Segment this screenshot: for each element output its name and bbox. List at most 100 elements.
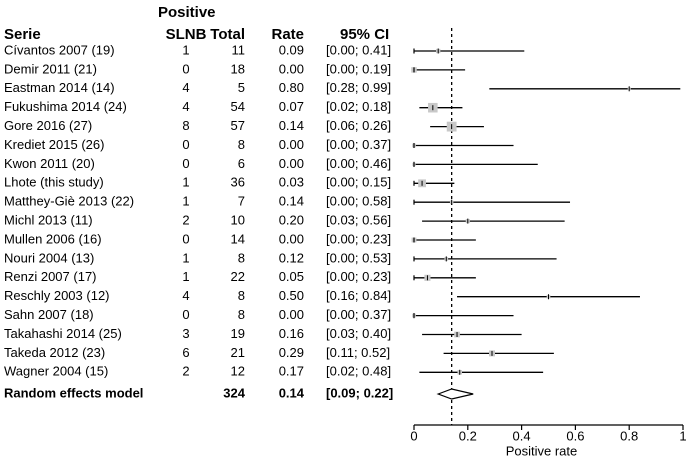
study-rate: 0.00 xyxy=(279,61,304,76)
header-study: Serie xyxy=(4,26,41,43)
summary-label: Random effects model xyxy=(4,385,143,400)
study-label: Reschly 2003 (12) xyxy=(4,288,110,303)
study-positive: 6 xyxy=(182,345,189,360)
study-positive: 1 xyxy=(182,194,189,209)
x-axis-label: Positive rate xyxy=(506,443,578,458)
study-rate: 0.20 xyxy=(279,213,304,228)
study-total: 5 xyxy=(238,80,245,95)
header-positive-bottom: SLNB xyxy=(166,26,207,43)
study-ci: [0.00; 0.37] xyxy=(326,307,391,322)
study-rate: 0.80 xyxy=(279,80,304,95)
study-total: 21 xyxy=(231,345,245,360)
study-total: 8 xyxy=(238,307,245,322)
header-total: Total xyxy=(210,26,245,43)
study-positive: 4 xyxy=(182,288,189,303)
study-label: Fukushima 2014 (24) xyxy=(4,99,127,114)
study-ci: [0.00; 0.37] xyxy=(326,137,391,152)
study-total: 36 xyxy=(231,175,245,190)
study-ci: [0.00; 0.58] xyxy=(326,194,391,209)
study-rate: 0.14 xyxy=(279,194,304,209)
study-rate: 0.00 xyxy=(279,156,304,171)
study-ci: [0.11; 0.52] xyxy=(326,345,390,360)
study-rate: 0.12 xyxy=(279,250,304,265)
study-rate: 0.17 xyxy=(279,364,304,379)
study-ci: [0.00; 0.15] xyxy=(326,175,391,190)
study-ci: [0.00; 0.53] xyxy=(326,250,391,265)
study-ci: [0.28; 0.99] xyxy=(326,80,391,95)
study-ci: [0.00; 0.19] xyxy=(326,61,391,76)
study-ci: [0.16; 0.84] xyxy=(326,288,391,303)
summary-total: 324 xyxy=(223,385,245,400)
study-positive: 2 xyxy=(182,213,189,228)
study-rate: 0.05 xyxy=(279,269,304,284)
study-positive: 0 xyxy=(182,156,189,171)
summary-ci: [0.09; 0.22] xyxy=(326,385,393,400)
study-ci: [0.06; 0.26] xyxy=(326,118,391,133)
study-positive: 4 xyxy=(182,99,189,114)
study-label: Renzi 2007 (17) xyxy=(4,269,97,284)
x-tick-label: 1 xyxy=(679,428,686,443)
study-total: 18 xyxy=(231,61,245,76)
study-positive: 0 xyxy=(182,231,189,246)
header-rate: Rate xyxy=(271,26,304,43)
study-positive: 1 xyxy=(182,250,189,265)
study-total: 57 xyxy=(231,118,245,133)
study-label: Michl 2013 (11) xyxy=(4,213,93,228)
study-positive: 1 xyxy=(182,175,189,190)
x-tick-label: 0.2 xyxy=(459,428,477,443)
study-total: 8 xyxy=(238,288,245,303)
study-label: Takahashi 2014 (25) xyxy=(4,326,122,341)
study-positive: 0 xyxy=(182,137,189,152)
summary-diamond xyxy=(436,388,474,400)
study-total: 8 xyxy=(238,137,245,152)
study-rate: 0.14 xyxy=(279,118,304,133)
study-rate: 0.03 xyxy=(279,175,304,190)
study-positive: 4 xyxy=(182,80,189,95)
study-rate: 0.29 xyxy=(279,345,304,360)
study-total: 8 xyxy=(238,250,245,265)
study-rate: 0.00 xyxy=(279,137,304,152)
study-total: 22 xyxy=(231,269,245,284)
study-ci: [0.00; 0.46] xyxy=(326,156,391,171)
study-ci: [0.00; 0.23] xyxy=(326,231,391,246)
study-label: Mullen 2006 (16) xyxy=(4,231,102,246)
study-total: 10 xyxy=(231,213,245,228)
x-tick-label: 0 xyxy=(410,428,417,443)
study-positive: 0 xyxy=(182,61,189,76)
study-total: 19 xyxy=(231,326,245,341)
study-label: Cívantos 2007 (19) xyxy=(4,42,115,57)
study-total: 12 xyxy=(231,364,245,379)
study-total: 7 xyxy=(238,194,245,209)
study-label: Krediet 2015 (26) xyxy=(4,137,104,152)
study-positive: 8 xyxy=(182,118,189,133)
header-ci: 95% CI xyxy=(340,26,389,43)
study-positive: 1 xyxy=(182,269,189,284)
header-positive-top: Positive xyxy=(158,4,216,21)
study-ci: [0.00; 0.23] xyxy=(326,269,391,284)
study-ci: [0.00; 0.41] xyxy=(326,42,391,57)
study-total: 54 xyxy=(231,99,245,114)
study-label: Kwon 2011 (20) xyxy=(4,156,95,171)
study-label: Gore 2016 (27) xyxy=(4,118,92,133)
study-total: 14 xyxy=(231,231,245,246)
x-tick-label: 0.4 xyxy=(513,428,531,443)
study-ci: [0.02; 0.48] xyxy=(326,364,391,379)
study-total: 6 xyxy=(238,156,245,171)
study-rate: 0.07 xyxy=(279,99,304,114)
study-positive: 2 xyxy=(182,364,189,379)
study-rate: 0.00 xyxy=(279,231,304,246)
study-total: 11 xyxy=(232,42,246,57)
study-rate: 0.16 xyxy=(279,326,304,341)
study-label: Demir 2011 (21) xyxy=(4,61,97,76)
study-label: Takeda 2012 (23) xyxy=(4,345,105,360)
study-label: Lhote (this study) xyxy=(4,175,104,190)
study-label: Eastman 2014 (14) xyxy=(4,80,115,95)
study-label: Nouri 2004 (13) xyxy=(4,250,94,265)
x-tick-label: 0.6 xyxy=(566,428,584,443)
study-positive: 1 xyxy=(182,42,189,57)
study-rate: 0.09 xyxy=(279,42,304,57)
study-label: Sahn 2007 (18) xyxy=(4,307,94,322)
study-ci: [0.03; 0.56] xyxy=(326,213,391,228)
study-rate: 0.00 xyxy=(279,307,304,322)
